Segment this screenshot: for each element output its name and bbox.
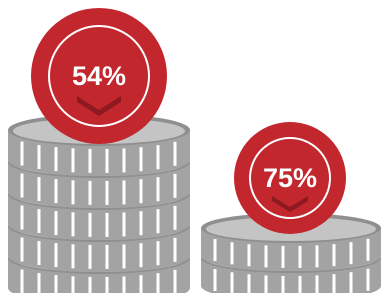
badge: 75%: [234, 122, 346, 234]
badge-label: 75%: [263, 163, 317, 193]
badge-label: 54%: [72, 61, 126, 91]
badge: 54%: [31, 8, 167, 144]
infographic: 54% 75%: [0, 0, 383, 293]
